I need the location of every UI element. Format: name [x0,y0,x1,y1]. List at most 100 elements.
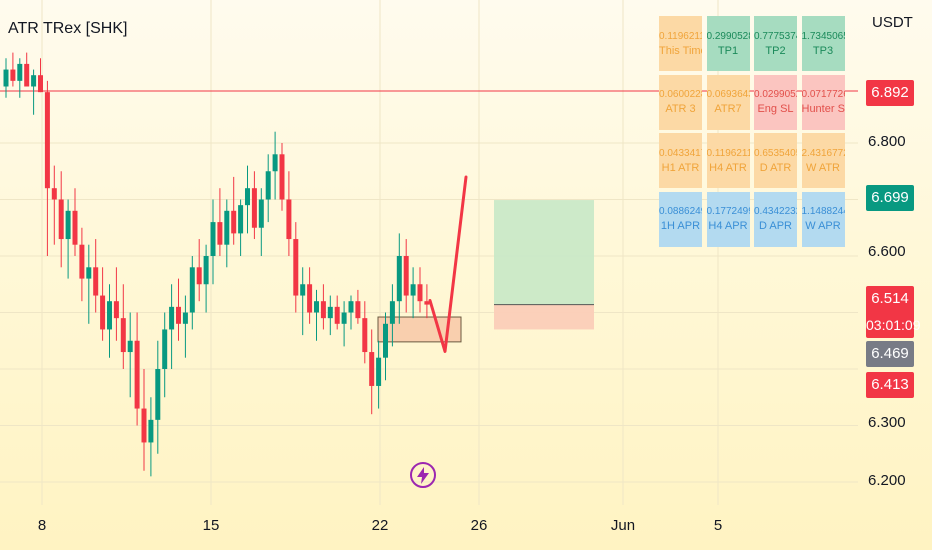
info-table-cell: 0.07177269 Hunter SL [801,74,845,130]
candle-body [238,205,244,234]
info-table-cell: 1.14882443 W APR [801,191,845,247]
info-table-label: H4 ATR [709,161,747,174]
candle-body [348,301,354,313]
info-table-cell: 0.04334175 H1 ATR [659,133,702,188]
candle-body [327,306,333,319]
price-label-target: 6.699 [866,185,914,211]
candle-body [113,301,119,319]
candle-body [148,419,154,443]
price-label-mid: 6.469 [866,341,914,367]
info-table-value: 0.11962114 [659,30,702,42]
candle-body [210,222,216,256]
candle-body [31,75,37,87]
candle-body [58,199,64,240]
candle-body [72,210,78,245]
info-table-value: 0.07177269 [801,89,845,100]
candle-body [341,312,347,324]
candle-body [100,295,106,330]
candle-body [355,301,361,319]
candle-body [389,301,395,324]
info-table-cell: 0.65354053 D ATR [754,133,797,188]
info-table-value: 0.11962114 [706,147,750,159]
x-axis-tick: 22 [371,517,389,534]
info-table-label: Hunter SL [801,103,845,115]
info-table-value: 0.06936433 [706,89,750,100]
candle-body [217,222,223,245]
candle-body [383,323,388,358]
candle-body [417,284,423,302]
drawn-arrow [428,175,468,353]
candle-body [86,267,92,279]
info-table-cell: 0.11962114 This Time [659,16,702,71]
info-table-label: ATR7 [714,103,742,115]
info-table-value: 0.29905280 [706,30,750,42]
info-table-value: 0.04334175 [659,147,702,159]
info-table-cell: 0.29905280 TP1 [706,16,750,71]
candle-body [286,199,292,240]
candle-body [65,210,71,240]
price-label-current [866,286,914,338]
info-table-value: 1.73450659 [801,30,845,42]
info-table-cell: 0.08862496 1H APR [659,191,702,247]
info-table-value: 0.65354053 [754,147,797,159]
info-table-cell: 0.11962114 H4 ATR [706,133,750,188]
candle-body [10,69,16,81]
lightning-bolt-icon[interactable] [410,462,436,488]
candle-body [3,69,9,87]
x-axis-tick: 15 [202,517,220,534]
candle-body [141,408,147,443]
candle-body [169,306,175,330]
info-table-label: TP2 [765,44,786,57]
info-table-label: TP1 [717,44,739,57]
info-table-label: This Time [659,44,702,57]
candle-body [182,312,188,324]
candle-body [424,301,430,305]
info-table-label: D ATR [759,161,792,174]
candle-body [93,267,99,296]
currency-label: USDT [872,14,913,31]
info-table-label: D APR [758,220,792,232]
candle-body [79,244,85,279]
candle-body [314,301,319,313]
candle-body [189,267,195,313]
candle-body [107,301,112,330]
info-table-cell: 0.17724992 H4 APR [706,191,750,247]
candle-body [38,75,43,93]
info-table-label: 1H APR [660,220,701,232]
info-table-value: 0.06002285 [659,89,702,100]
candle-body [362,318,368,353]
candle-body [258,199,264,228]
candle-body [44,92,50,189]
info-table-cell: 0.06936433 ATR7 [706,74,750,130]
candle-body [176,306,181,324]
info-table-label: W ATR [805,161,840,174]
x-axis-tick: Jun [610,517,636,534]
candle-body [265,171,271,200]
countdown-label: 03:01:09 [866,317,921,333]
info-table-cell: 0.06002285 ATR 3 [659,74,702,130]
candle-body [320,301,326,319]
y-axis-tick: 6.800 [868,133,906,150]
candle-body [376,357,382,386]
candle-body [162,329,168,369]
candle-body [334,306,340,324]
candle-body [155,369,161,420]
candle-body [307,284,313,313]
candle-body [231,210,237,234]
info-table-cell: 0.43422324 D APR [754,191,797,247]
info-table-value: 2.43167725 [801,147,845,159]
info-table-cell: 1.73450659 TP3 [801,16,845,71]
y-axis-tick: 6.300 [868,414,906,431]
candle-body [410,284,416,296]
info-table-value: 0.77753746 [754,30,797,42]
info-table-label: W APR [805,220,841,232]
info-table-value: 0.08862496 [659,206,702,217]
candle-body [224,210,230,245]
candle-body [127,340,133,353]
info-table-value: 0.43422324 [754,206,797,217]
info-table-value: 0.17724992 [706,206,750,217]
candle-body [272,154,278,172]
candle-body [17,63,23,81]
info-table-label: Eng SL [757,103,794,115]
